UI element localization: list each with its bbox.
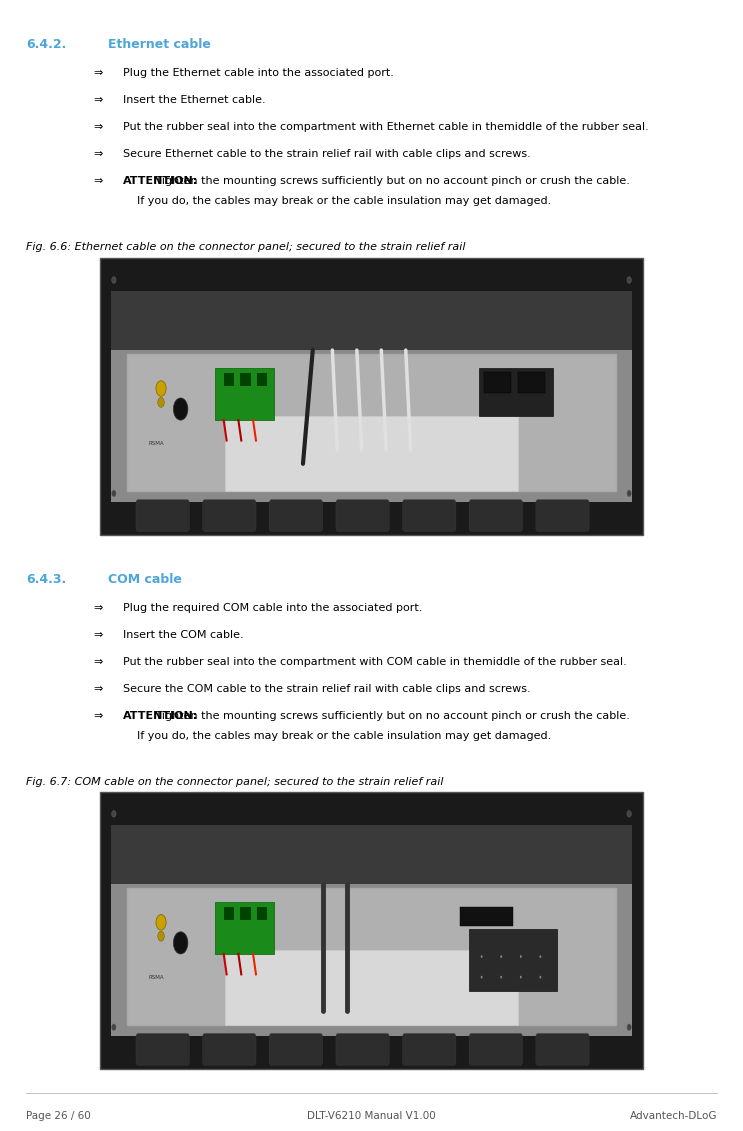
- Circle shape: [111, 277, 116, 284]
- FancyBboxPatch shape: [536, 500, 589, 532]
- Bar: [128, 1036, 615, 1063]
- Text: Tighten the mounting screws sufficiently but on no account pinch or crush the ca: Tighten the mounting screws sufficiently…: [152, 711, 630, 722]
- Circle shape: [156, 381, 166, 396]
- Text: ⇒: ⇒: [93, 68, 103, 78]
- Text: Insert the COM cable.: Insert the COM cable.: [123, 630, 243, 640]
- Bar: [224, 907, 234, 920]
- Bar: [224, 373, 234, 386]
- Circle shape: [481, 976, 482, 978]
- Bar: [127, 354, 616, 491]
- Bar: [111, 291, 632, 502]
- Bar: [460, 907, 513, 926]
- FancyBboxPatch shape: [269, 1034, 322, 1065]
- Text: ⇒: ⇒: [93, 149, 103, 159]
- Text: ⇒: ⇒: [93, 176, 103, 187]
- Circle shape: [500, 976, 502, 978]
- Bar: [240, 373, 250, 386]
- Text: 6.4.2.: 6.4.2.: [26, 38, 66, 51]
- Circle shape: [173, 932, 188, 953]
- Circle shape: [520, 956, 522, 958]
- Circle shape: [627, 490, 632, 497]
- Circle shape: [539, 956, 541, 958]
- Circle shape: [627, 277, 632, 284]
- Circle shape: [520, 976, 522, 978]
- Text: Plug the required COM cable into the associated port.: Plug the required COM cable into the ass…: [123, 603, 422, 613]
- Text: If you do, the cables may break or the cable insulation may get damaged.: If you do, the cables may break or the c…: [137, 196, 552, 206]
- Text: ⇒: ⇒: [93, 95, 103, 105]
- FancyBboxPatch shape: [470, 1034, 522, 1065]
- FancyBboxPatch shape: [336, 500, 389, 532]
- Text: If you do, the cables may break or the cable insulation may get damaged.: If you do, the cables may break or the c…: [137, 731, 552, 741]
- FancyBboxPatch shape: [403, 1034, 456, 1065]
- Text: COM cable: COM cable: [108, 573, 181, 586]
- Text: ⇒: ⇒: [93, 684, 103, 694]
- Text: Advantech-DLoG: Advantech-DLoG: [629, 1111, 717, 1121]
- Bar: [127, 888, 616, 1025]
- Text: Insert the Ethernet cable.: Insert the Ethernet cable.: [123, 95, 265, 105]
- Circle shape: [156, 915, 166, 930]
- FancyBboxPatch shape: [403, 500, 456, 532]
- Bar: [215, 901, 273, 953]
- Bar: [240, 907, 250, 920]
- Bar: [470, 930, 557, 991]
- Circle shape: [500, 956, 502, 958]
- FancyBboxPatch shape: [203, 1034, 256, 1065]
- FancyBboxPatch shape: [336, 1034, 389, 1065]
- Text: Plug the Ethernet cable into the associated port.: Plug the Ethernet cable into the associa…: [123, 68, 394, 78]
- Circle shape: [481, 956, 482, 958]
- Text: RSMA: RSMA: [149, 975, 164, 979]
- Bar: [100, 792, 643, 1069]
- Circle shape: [111, 490, 116, 497]
- Text: Tighten the mounting screws sufficiently but on no account pinch or crush the ca: Tighten the mounting screws sufficiently…: [152, 176, 630, 187]
- Circle shape: [627, 1024, 632, 1030]
- FancyBboxPatch shape: [536, 1034, 589, 1065]
- Text: Fig. 6.7: COM cable on the connector panel; secured to the strain relief rail: Fig. 6.7: COM cable on the connector pan…: [26, 777, 444, 787]
- Text: ⇒: ⇒: [93, 657, 103, 667]
- Text: 6.4.3.: 6.4.3.: [26, 573, 66, 586]
- Text: RSMA: RSMA: [149, 441, 164, 446]
- Text: Page 26 / 60: Page 26 / 60: [26, 1111, 91, 1121]
- Text: ⇒: ⇒: [93, 603, 103, 613]
- Bar: [224, 416, 519, 491]
- Bar: [100, 258, 643, 535]
- FancyBboxPatch shape: [203, 500, 256, 532]
- Circle shape: [111, 811, 116, 818]
- FancyBboxPatch shape: [269, 500, 322, 532]
- Text: Put the rubber seal into the compartment with Ethernet cable in themiddle of the: Put the rubber seal into the compartment…: [123, 122, 649, 132]
- Bar: [256, 907, 267, 920]
- FancyBboxPatch shape: [136, 1034, 189, 1065]
- Text: Secure Ethernet cable to the strain relief rail with cable clips and screws.: Secure Ethernet cable to the strain reli…: [123, 149, 531, 159]
- FancyBboxPatch shape: [136, 500, 189, 532]
- FancyBboxPatch shape: [470, 500, 522, 532]
- Text: DLT-V6210 Manual V1.00: DLT-V6210 Manual V1.00: [307, 1111, 436, 1121]
- Bar: [215, 368, 273, 420]
- Text: Secure the COM cable to the strain relief rail with cable clips and screws.: Secure the COM cable to the strain relie…: [123, 684, 531, 694]
- Bar: [111, 291, 632, 351]
- Text: Ethernet cable: Ethernet cable: [108, 38, 210, 51]
- Bar: [519, 372, 545, 392]
- Bar: [111, 824, 632, 1036]
- Text: ⇒: ⇒: [93, 711, 103, 722]
- Circle shape: [539, 976, 541, 978]
- Text: ⇒: ⇒: [93, 630, 103, 640]
- Circle shape: [111, 1024, 116, 1030]
- Circle shape: [627, 811, 632, 818]
- Text: ⇒: ⇒: [93, 122, 103, 132]
- Bar: [224, 950, 519, 1025]
- Text: Fig. 6.6: Ethernet cable on the connector panel; secured to the strain relief ra: Fig. 6.6: Ethernet cable on the connecto…: [26, 242, 466, 252]
- Circle shape: [173, 398, 188, 420]
- Text: ATTENTION:: ATTENTION:: [123, 176, 198, 187]
- Bar: [484, 372, 511, 392]
- Text: Put the rubber seal into the compartment with COM cable in themiddle of the rubb: Put the rubber seal into the compartment…: [123, 657, 626, 667]
- Bar: [128, 502, 615, 529]
- Text: ATTENTION:: ATTENTION:: [123, 711, 198, 722]
- Bar: [479, 368, 553, 416]
- Circle shape: [158, 397, 164, 407]
- Circle shape: [158, 931, 164, 941]
- Bar: [256, 373, 267, 386]
- Bar: [111, 824, 632, 884]
